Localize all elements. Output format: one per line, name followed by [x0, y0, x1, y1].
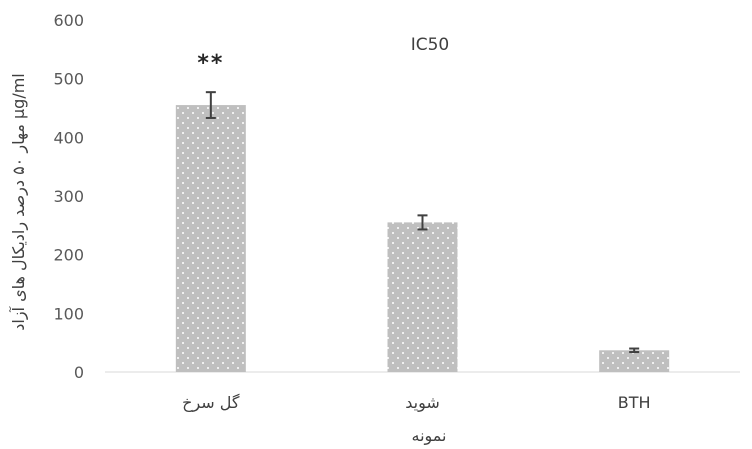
x-category-label: شوید [405, 393, 440, 413]
x-category-label: BTH [618, 393, 651, 412]
bar [387, 222, 458, 372]
y-axis-title: مهار ۵۰ درصد رادیکال های آزاد μg/ml [9, 73, 29, 331]
error-bar [417, 214, 428, 231]
y-tick-label: 600 [53, 11, 84, 30]
bar [599, 350, 670, 372]
y-tick-label: 300 [53, 187, 84, 206]
y-tick-label: 200 [53, 246, 84, 265]
error-bar [205, 91, 216, 119]
y-tick-label: 0 [74, 363, 84, 382]
y-tick-label: 400 [53, 128, 84, 147]
y-tick-label: 500 [53, 70, 84, 89]
error-bar [629, 347, 640, 354]
x-axis-categories: گل سرخ شوید BTH [182, 393, 650, 413]
bar [175, 105, 246, 373]
y-tick-label: 100 [53, 304, 84, 323]
chart-title: IC50 [411, 35, 450, 55]
x-category-label: گل سرخ [182, 393, 240, 413]
y-axis-ticks: 0 100 200 300 400 500 600 [53, 11, 84, 382]
bars: ** [175, 51, 670, 373]
significance-annotation: ** [197, 51, 224, 76]
x-axis-title: نمونه [412, 426, 447, 446]
